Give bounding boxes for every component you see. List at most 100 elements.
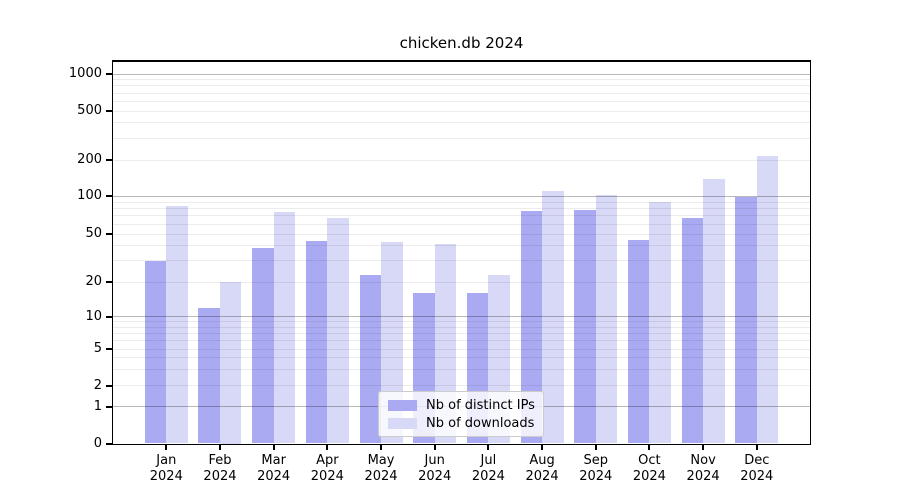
bar-distinct-ips-sep	[574, 209, 596, 444]
y-tick-label: 1	[93, 398, 102, 414]
major-gridline	[113, 73, 810, 75]
legend: Nb of distinct IPs Nb of downloads	[378, 391, 544, 437]
x-tick-label: May 2024	[364, 453, 398, 484]
legend-row-downloads: Nb of downloads	[388, 414, 535, 432]
y-tick-mark	[105, 442, 112, 445]
bar-downloads-feb	[219, 282, 242, 444]
x-tick-label: Apr 2024	[310, 453, 344, 484]
minor-gridline	[113, 201, 810, 203]
minor-gridline	[113, 385, 810, 387]
x-tick-label: Aug 2024	[525, 453, 559, 484]
bar-downloads-aug	[542, 191, 564, 444]
x-tick-label: Mar 2024	[257, 453, 291, 484]
bar-distinct-ips-dec	[735, 197, 757, 444]
bottom-spine	[111, 443, 811, 445]
x-tick-mark	[218, 445, 221, 450]
x-tick-mark	[487, 445, 490, 450]
bar-downloads-nov	[703, 178, 725, 444]
bar-distinct-ips-may	[359, 274, 382, 444]
minor-gridline	[113, 122, 810, 124]
y-tick-label: 500	[77, 103, 102, 118]
legend-label-downloads: Nb of downloads	[426, 415, 535, 431]
bar-distinct-ips-mar	[252, 248, 274, 444]
legend-swatch-distinct-ips	[388, 399, 417, 411]
bar-distinct-ips-apr	[305, 240, 328, 444]
y-tick-mark	[105, 159, 112, 161]
legend-row-distinct-ips: Nb of distinct IPs	[388, 396, 535, 414]
x-tick-label: Oct 2024	[632, 453, 666, 484]
y-tick-label: 20	[85, 274, 102, 289]
x-tick-mark	[648, 445, 651, 450]
bar-downloads-apr	[327, 218, 349, 444]
y-tick-mark	[105, 384, 112, 387]
minor-gridline	[113, 368, 810, 370]
legend-label-distinct-ips: Nb of distinct IPs	[426, 397, 535, 413]
bar-distinct-ips-oct	[627, 239, 650, 444]
minor-gridline	[113, 207, 810, 209]
x-tick-mark	[541, 445, 544, 450]
bar-downloads-sep	[595, 194, 618, 444]
y-tick-label: 10	[85, 308, 102, 324]
minor-gridline	[113, 137, 810, 139]
minor-gridline	[113, 79, 810, 81]
major-gridline	[113, 316, 810, 318]
y-tick-mark	[105, 315, 112, 318]
x-tick-mark	[755, 445, 758, 450]
bar-distinct-ips-aug	[520, 211, 543, 444]
minor-gridline	[113, 110, 810, 112]
major-gridline	[113, 195, 810, 197]
y-tick-label: 100	[77, 188, 102, 204]
y-tick-label: 2	[93, 377, 102, 393]
right-spine	[809, 60, 811, 445]
y-tick-mark	[105, 110, 112, 112]
x-tick-label: Jan 2024	[149, 453, 183, 484]
y-tick-label: 200	[77, 152, 102, 167]
y-tick-label: 1000	[68, 66, 102, 81]
bar-downloads-mar	[273, 211, 296, 444]
minor-gridline	[113, 85, 810, 87]
y-tick-label: 50	[85, 226, 102, 241]
x-tick-mark	[165, 445, 168, 450]
minor-gridline	[113, 100, 810, 102]
x-tick-mark	[433, 445, 436, 450]
minor-gridline	[113, 326, 810, 328]
x-tick-mark	[702, 445, 705, 450]
bar-distinct-ips-feb	[198, 307, 220, 444]
minor-gridline	[113, 332, 810, 334]
minor-gridline	[113, 340, 810, 341]
chart-title: chicken.db 2024	[399, 34, 524, 52]
bar-downloads-jan	[166, 206, 188, 444]
x-tick-label: Jun 2024	[418, 453, 452, 484]
y-tick-mark	[105, 281, 112, 283]
minor-gridline	[113, 159, 810, 161]
left-spine	[111, 60, 113, 445]
bar-distinct-ips-nov	[681, 218, 704, 444]
minor-gridline	[113, 215, 810, 217]
y-tick-mark	[105, 233, 112, 235]
y-tick-mark	[105, 73, 112, 75]
y-tick-mark	[105, 405, 112, 408]
y-tick-mark	[105, 195, 112, 198]
minor-gridline	[113, 223, 810, 225]
x-tick-label: Dec 2024	[740, 453, 774, 484]
minor-gridline	[113, 321, 810, 323]
bar-downloads-oct	[649, 202, 671, 444]
x-tick-label: Feb 2024	[203, 453, 237, 484]
minor-gridline	[113, 357, 810, 359]
y-tick-mark	[105, 348, 112, 350]
y-tick-label: 0	[93, 435, 102, 451]
bar-downloads-dec	[756, 155, 779, 444]
minor-gridline	[113, 348, 810, 350]
x-tick-mark	[380, 445, 383, 450]
x-tick-mark	[272, 445, 275, 450]
x-tick-mark	[326, 445, 329, 450]
minor-gridline	[113, 245, 810, 247]
minor-gridline	[113, 260, 810, 262]
x-tick-label: Nov 2024	[686, 453, 720, 484]
y-tick-label: 5	[93, 341, 102, 356]
minor-gridline	[113, 92, 810, 94]
x-tick-mark	[594, 445, 597, 450]
minor-gridline	[113, 233, 810, 235]
bar-distinct-ips-jan	[144, 260, 167, 444]
